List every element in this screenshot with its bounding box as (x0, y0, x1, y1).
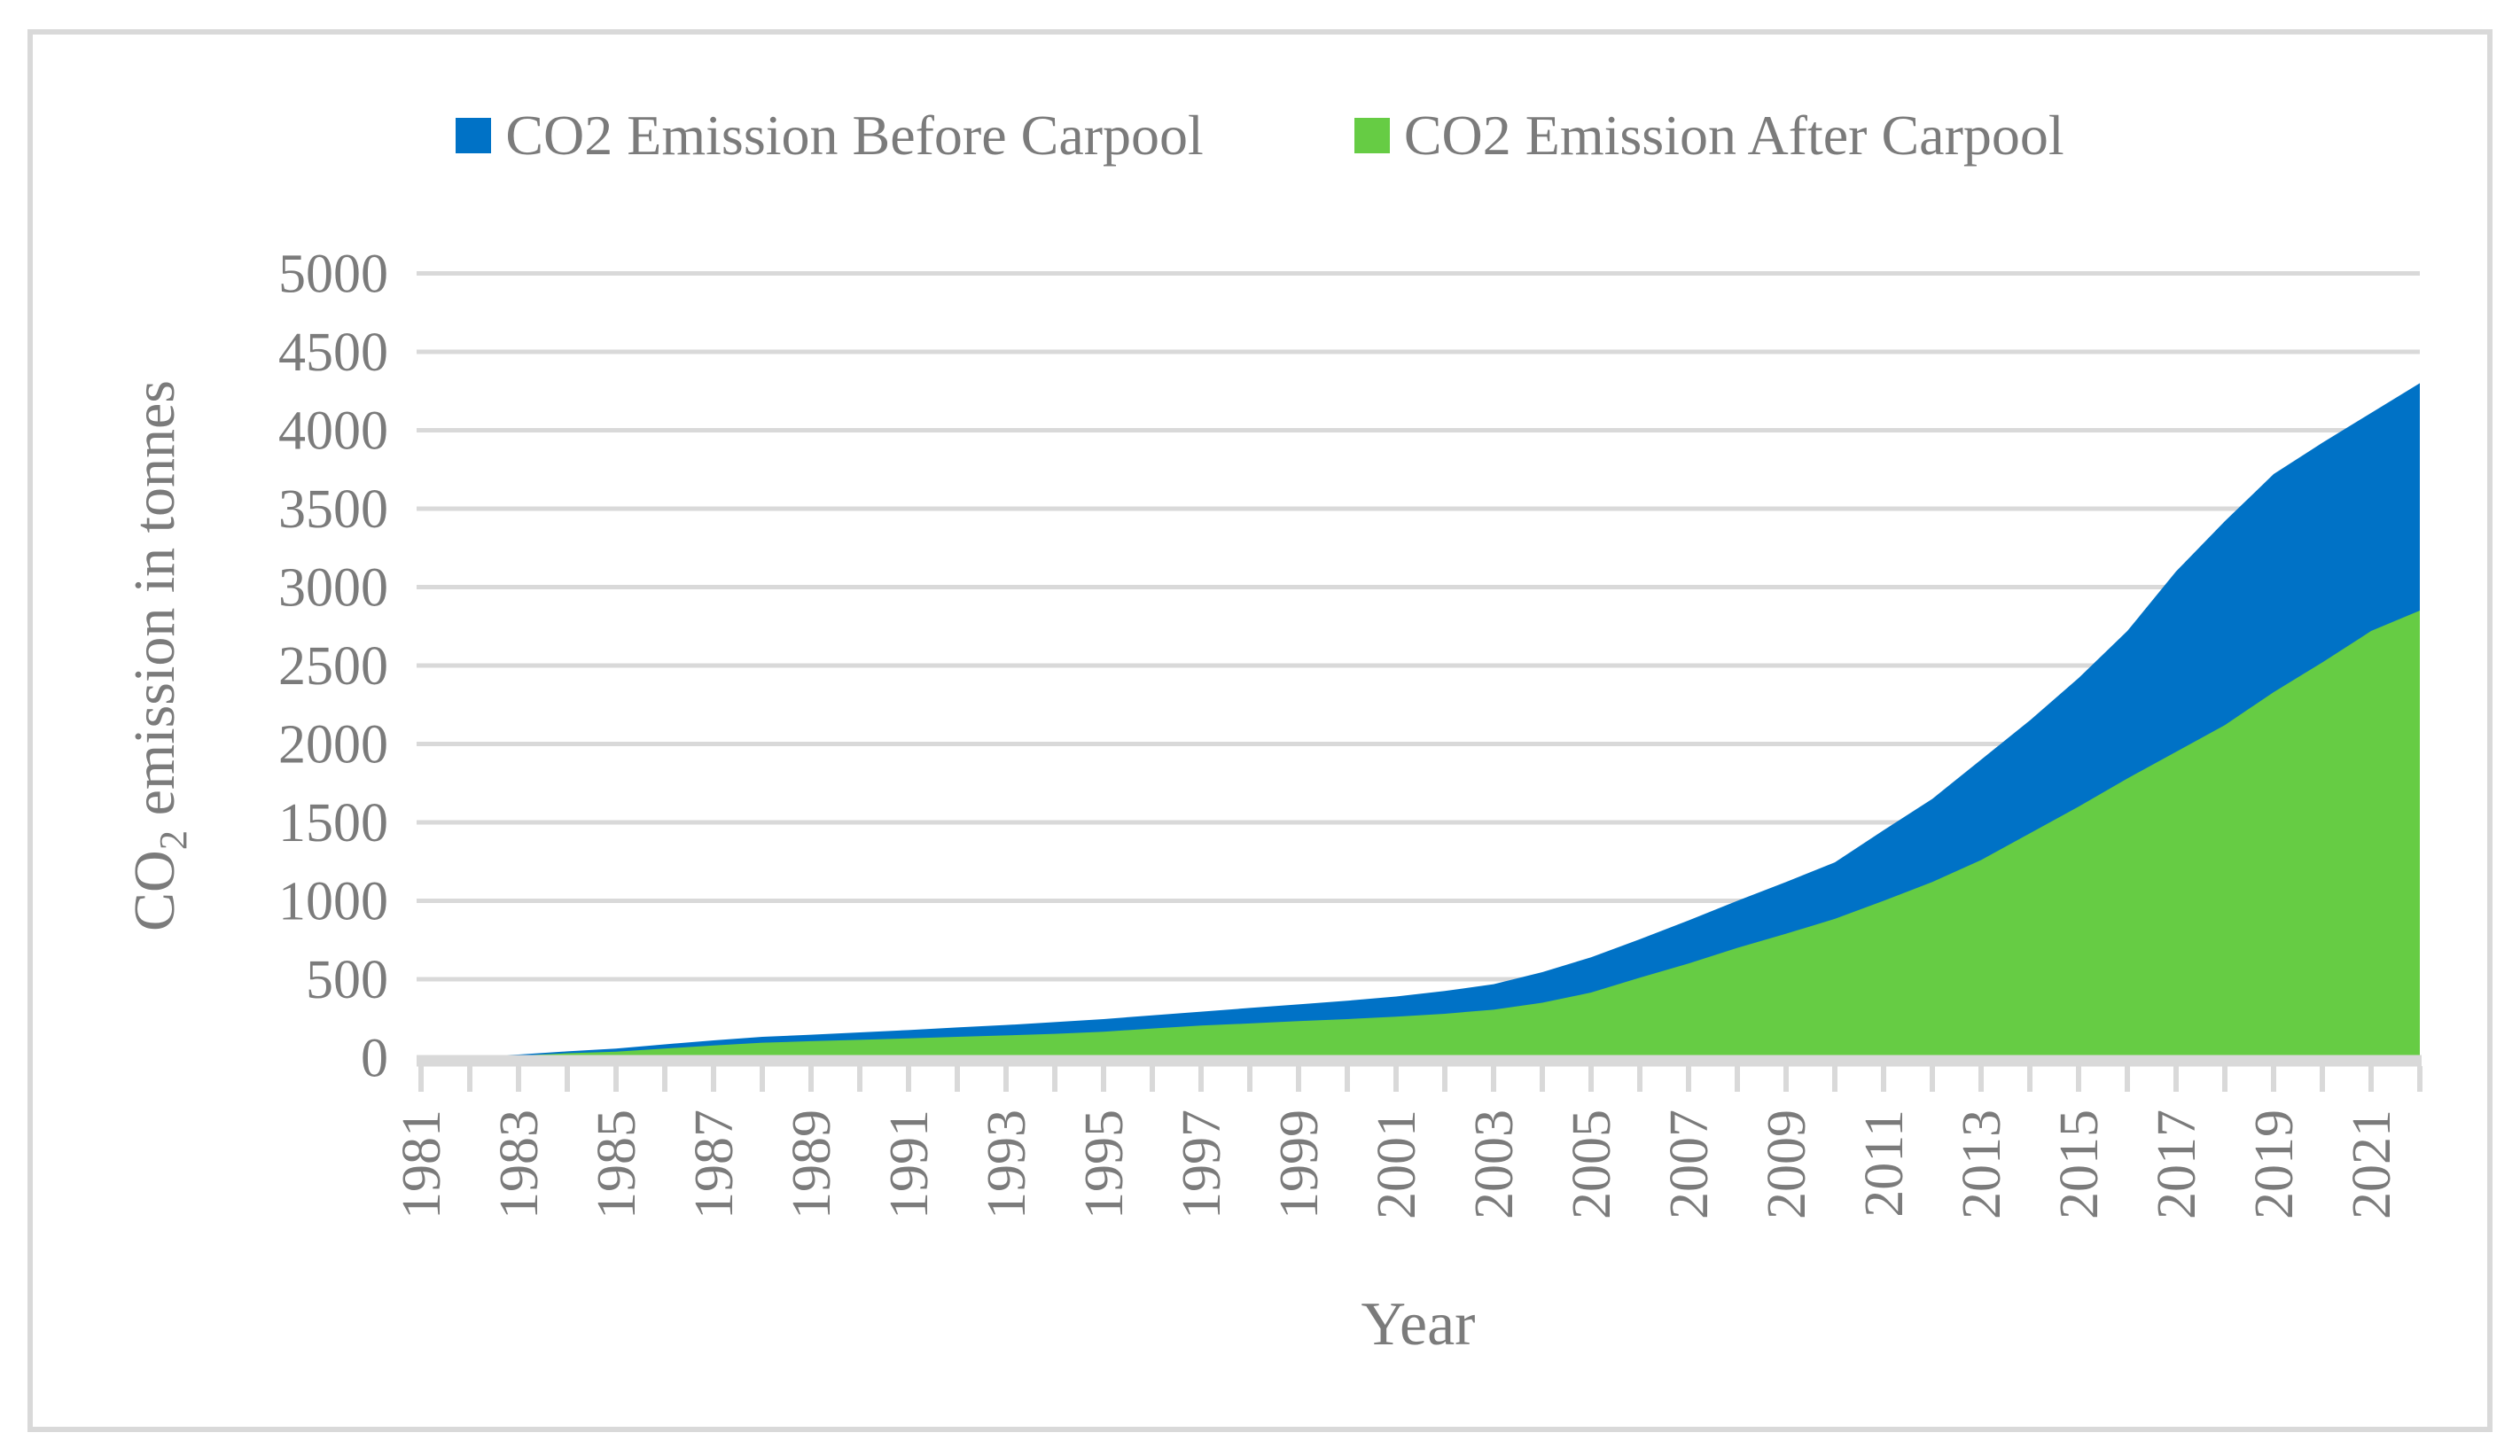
y-tick-label: 2000 (278, 715, 388, 775)
legend-item-before[interactable]: CO2 Emission Before Carpool (456, 103, 1204, 168)
x-tick-label: 2003 (1464, 1110, 1525, 1219)
x-tick-label: 1987 (684, 1110, 745, 1219)
x-tick-label: 2009 (1757, 1110, 1817, 1219)
y-tick-label: 1500 (278, 793, 388, 853)
y-tick-label: 3000 (278, 558, 388, 619)
y-tick-label: 4500 (278, 323, 388, 383)
y-tick-label: 2500 (278, 636, 388, 697)
y-axis-title: CO2 emission in tonnes (122, 380, 196, 931)
legend-swatch-after-icon (1354, 118, 1390, 153)
x-tick-label: 1989 (782, 1110, 842, 1219)
y-tick-label: 4000 (278, 401, 388, 462)
x-axis-title: Year (1361, 1290, 1476, 1359)
x-tick-label: 1999 (1269, 1110, 1330, 1219)
x-tick-label: 2017 (2147, 1110, 2207, 1219)
x-tick-label: 1997 (1172, 1110, 1232, 1219)
x-tick-label: 1991 (879, 1110, 940, 1219)
y-tick-label: 500 (306, 950, 388, 1010)
x-tick-label: 1983 (489, 1110, 550, 1219)
x-tick-label: 2007 (1659, 1110, 1720, 1219)
x-tick-label: 1993 (977, 1110, 1037, 1219)
x-tick-label: 2001 (1367, 1110, 1427, 1219)
x-tick-label: 2011 (1854, 1110, 1915, 1218)
x-tick-label: 1981 (392, 1110, 452, 1219)
y-tick-label: 5000 (278, 245, 388, 305)
x-tick-label: 1985 (587, 1110, 647, 1219)
x-tick-label: 1995 (1074, 1110, 1135, 1219)
y-tick-label: 0 (361, 1029, 388, 1089)
y-tick-label: 1000 (278, 872, 388, 932)
x-tick-label: 2019 (2244, 1110, 2305, 1219)
legend-item-after[interactable]: CO2 Emission After Carpool (1354, 103, 2064, 168)
legend-label-after: CO2 Emission After Carpool (1403, 104, 2064, 167)
legend-swatch-before-icon (456, 118, 492, 153)
x-tick-label: 2021 (2342, 1110, 2402, 1219)
x-tick-label: 2013 (1952, 1110, 2012, 1219)
y-tick-label: 3500 (278, 479, 388, 540)
legend: CO2 Emission Before Carpool CO2 Emission… (0, 103, 2520, 168)
x-tick-label: 2005 (1562, 1110, 1622, 1219)
legend-label-before: CO2 Emission Before Carpool (505, 104, 1204, 167)
area-after-carpool (421, 611, 2420, 1058)
x-tick-label: 2015 (2049, 1110, 2110, 1219)
